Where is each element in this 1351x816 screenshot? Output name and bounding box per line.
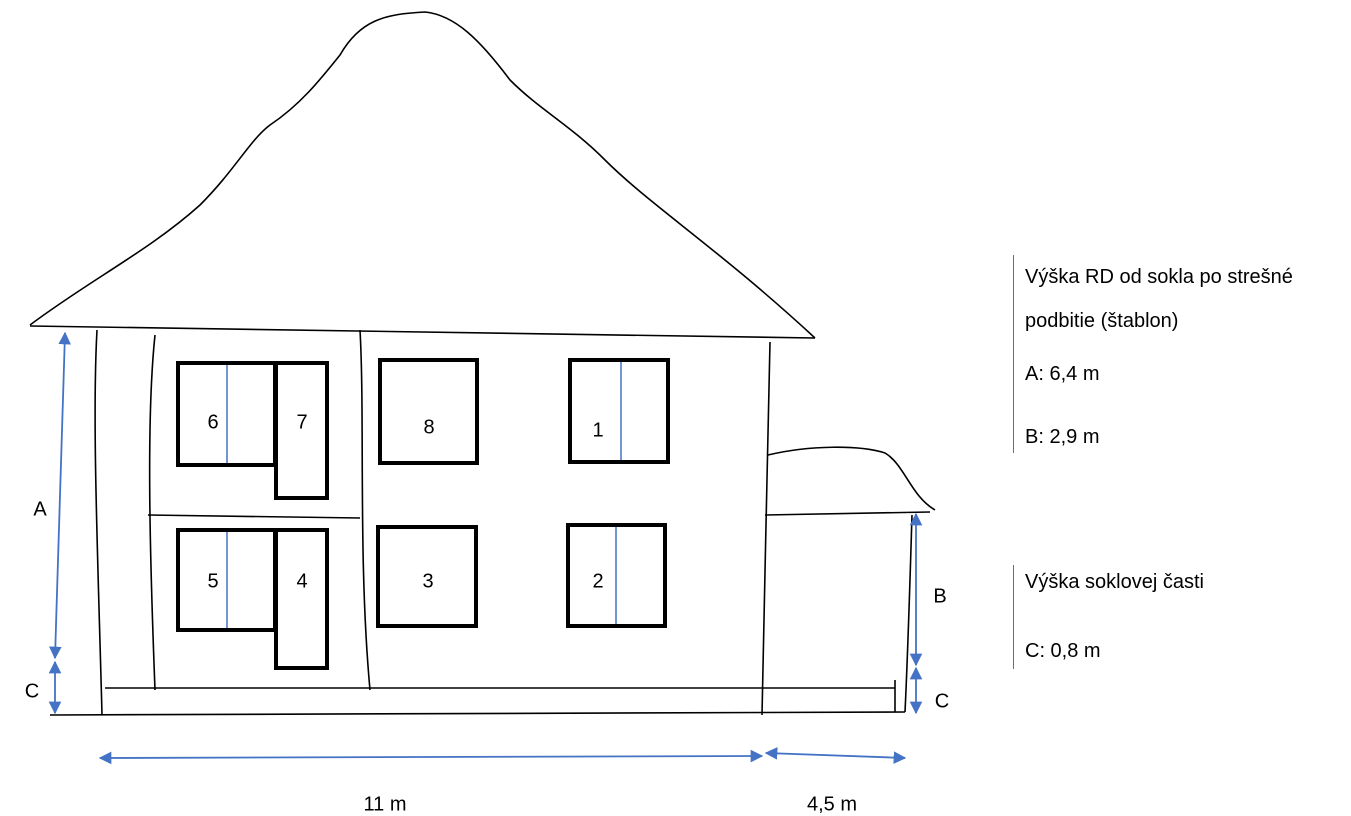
legend-item: B: 2,9 m	[1025, 426, 1100, 448]
dimension-label: B	[933, 585, 946, 607]
dimension-arrow	[98, 749, 764, 765]
window	[376, 525, 478, 628]
dimension-label: 4,5 m	[807, 793, 857, 815]
dimension-label: C	[25, 680, 39, 702]
window-label: 4	[296, 570, 307, 592]
annex-wall	[904, 514, 913, 713]
annex-eave	[764, 511, 931, 516]
floor-line	[147, 514, 361, 519]
legend-title: Výška soklovej časti	[1025, 571, 1204, 593]
legend-item: C: 0,8 m	[1025, 640, 1101, 662]
wall	[94, 329, 103, 716]
legend: Výška RD od sokla po strešné podbitie (š…	[1013, 255, 1325, 453]
window-label: 8	[423, 416, 434, 438]
legend-item: A: 6,4 m	[1025, 363, 1100, 385]
legend-title: Výška RD od sokla po strešné podbitie (š…	[1025, 266, 1293, 332]
house-outline	[29, 11, 936, 716]
dimension-arrows	[48, 331, 923, 765]
dimension-arrow	[49, 331, 71, 660]
window-label: 5	[207, 570, 218, 592]
window	[274, 361, 329, 500]
window-label: 2	[592, 570, 603, 592]
window-dividers	[226, 362, 622, 628]
window-label: 1	[592, 419, 603, 441]
ground-line	[49, 711, 906, 716]
dimension-label: 11 m	[364, 793, 407, 815]
windows	[176, 358, 670, 670]
window	[378, 358, 479, 465]
window	[566, 523, 667, 628]
annex-roof	[767, 446, 936, 511]
window-label: 6	[207, 411, 218, 433]
window	[568, 358, 670, 464]
window	[274, 528, 329, 670]
wall-line	[359, 329, 371, 691]
roof	[29, 11, 816, 339]
eave-line	[29, 325, 816, 339]
wall-line	[148, 334, 156, 691]
legend: Výška soklovej časti C: 0,8 m	[1013, 565, 1325, 669]
dimension-label: C	[935, 690, 949, 712]
window-label: 3	[422, 570, 433, 592]
window-label: 7	[296, 411, 307, 433]
dimension-label: A	[33, 498, 47, 520]
wall	[761, 341, 771, 716]
dimension-arrow	[764, 747, 907, 764]
